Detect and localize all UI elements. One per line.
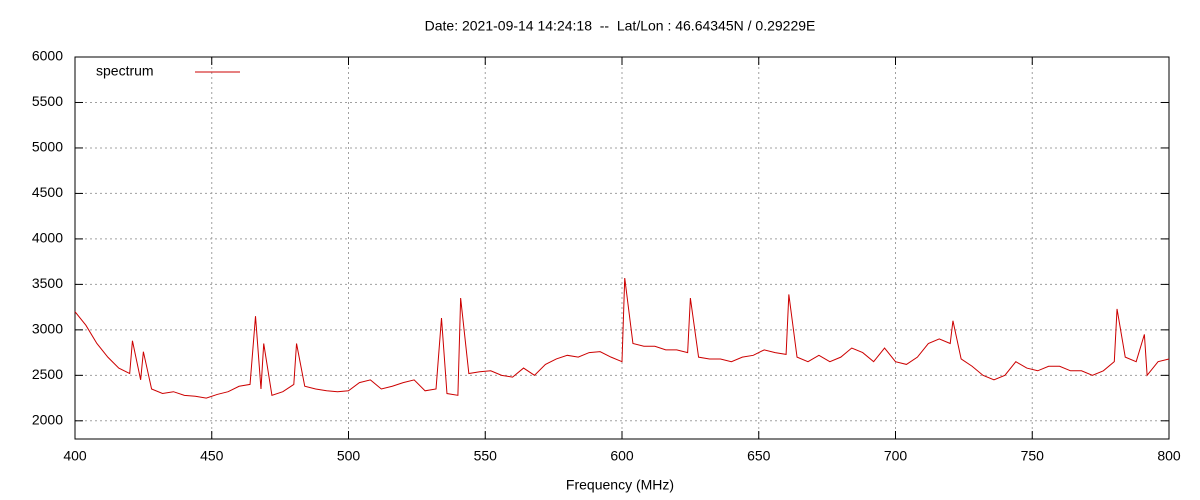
chart-title: Date: 2021-09-14 14:24:18 -- Lat/Lon : 4… <box>425 18 816 34</box>
x-tick-label: 400 <box>63 448 87 464</box>
x-axis-label: Frequency (MHz) <box>566 477 674 493</box>
y-tick-label: 3500 <box>32 275 63 291</box>
x-tick-label: 600 <box>610 448 634 464</box>
x-tick-label: 700 <box>884 448 908 464</box>
x-tick-label: 800 <box>1157 448 1181 464</box>
x-tick-label: 650 <box>747 448 771 464</box>
y-tick-label: 5500 <box>32 93 63 109</box>
spectrum-line <box>74 277 1170 399</box>
y-tick-label: 2000 <box>32 412 63 428</box>
y-tick-label: 2500 <box>32 366 63 382</box>
y-tick-label: 4000 <box>32 230 63 246</box>
y-tick-label: 6000 <box>32 48 63 64</box>
y-tick-label: 3000 <box>32 321 63 337</box>
plot-border <box>74 56 1170 440</box>
x-tick-label: 500 <box>337 448 361 464</box>
x-tick-label: 450 <box>200 448 224 464</box>
x-tick-label: 750 <box>1021 448 1045 464</box>
y-tick-label: 4500 <box>32 184 63 200</box>
x-tick-label: 550 <box>474 448 498 464</box>
legend-label: spectrum <box>96 63 154 79</box>
y-tick-label: 5000 <box>32 139 63 155</box>
